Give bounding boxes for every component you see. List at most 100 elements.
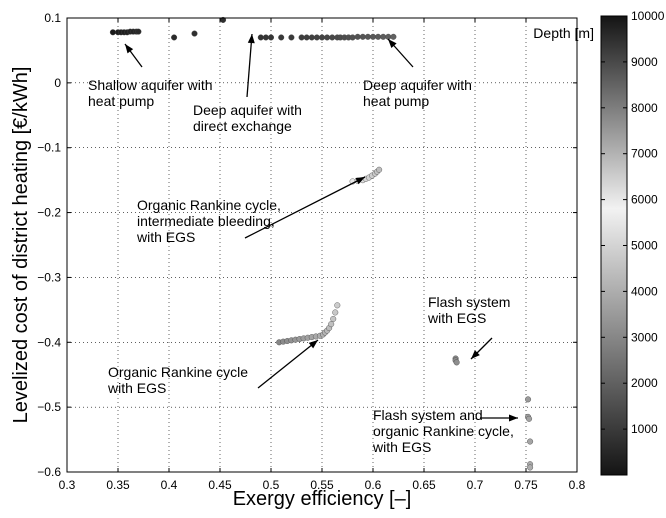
annotation-line: Organic Rankine cycle: [108, 364, 248, 380]
annotation-arrow-head: [247, 34, 255, 44]
x-tick-label: 0.35: [106, 478, 130, 492]
data-point-group-1: [135, 28, 142, 35]
annotation-label: Shallow aquifer with heat pump: [88, 77, 213, 109]
x-tick-label: 0.4: [161, 478, 178, 492]
annotation-line: Deep aquifer with: [363, 77, 472, 93]
x-tick-label: 0.5: [263, 478, 280, 492]
y-tick-label: −0.3: [37, 270, 61, 284]
data-point-group-3: [380, 33, 387, 40]
y-tick-label: −0.6: [37, 465, 61, 479]
y-tick-label: −0.5: [37, 400, 61, 414]
data-point-group-7: [527, 438, 534, 445]
annotation-label: Organic Rankine cycle, intermediate bleed…: [136, 197, 281, 245]
annotation-arrow-head: [471, 350, 480, 359]
data-point-group-3: [349, 34, 356, 41]
data-point-group-3: [324, 34, 331, 41]
annotation-arrow-shaft: [246, 33, 253, 98]
data-point-group-4: [376, 166, 383, 173]
annotation-arrow-head: [355, 177, 365, 185]
data-point-group-3: [268, 34, 275, 41]
annotation-line: with EGS: [107, 380, 166, 396]
annotation-arrow-head: [388, 39, 397, 49]
data-point-group-3: [370, 33, 377, 40]
data-point-group-3: [359, 33, 366, 40]
x-tick-label: 0.75: [514, 478, 538, 492]
data-point-group-5: [334, 302, 341, 309]
data-point-group-3: [288, 34, 295, 41]
data-point-group-3: [354, 33, 361, 40]
y-tick-label: 0: [54, 76, 61, 90]
data-point-group-6: [453, 359, 460, 366]
data-point-group-5: [330, 315, 337, 322]
data-point-group-3: [298, 34, 305, 41]
colorbar-tick-label: 7000: [631, 147, 658, 161]
annotation-line: heat pump: [88, 93, 154, 109]
annotation-line: intermediate bleeding,: [137, 213, 275, 229]
x-tick-label: 0.3: [59, 478, 76, 492]
annotation-line: with EGS: [372, 439, 431, 455]
annotation-arrow-head: [125, 44, 134, 54]
colorbar-tick-label: 3000: [631, 330, 658, 344]
data-point-group-3: [375, 33, 382, 40]
y-axis-title: Levelized cost of district heating [€/kW…: [10, 67, 32, 424]
colorbar-tick-label: 6000: [631, 193, 658, 207]
annotation-arrow-shaft: [244, 176, 366, 239]
x-tick-label: 0.55: [310, 478, 334, 492]
colorbar-ticks: 1000 2000 3000 4000 5000 6000 7000 8000 9000 1000…: [601, 9, 665, 436]
data-point-group-3: [313, 34, 320, 41]
data-point-group-3: [191, 30, 198, 37]
colorbar-tick-label: 1000: [631, 422, 658, 436]
data-point-group-1: [109, 29, 116, 36]
annotation-line: Shallow aquifer with: [88, 77, 213, 93]
data-point-group-3: [171, 34, 178, 41]
y-tick-label: −0.1: [37, 141, 61, 155]
y-tick-label: −0.2: [37, 206, 61, 220]
data-point-group-7: [525, 396, 532, 403]
x-tick-label: 0.8: [569, 478, 586, 492]
colorbar: [600, 15, 628, 476]
data-point-group-5: [332, 309, 339, 316]
y-tick-label: 0.1: [44, 11, 61, 25]
annotation-line: Deep aquifer with: [193, 102, 302, 118]
data-point-group-5: [328, 321, 335, 328]
data-point-group-3: [364, 33, 371, 40]
axis-ticks: 0.3 0.35 0.4 0.45 0.5 0.55 0.6 0.65 0.7 0.75 0.8 0.…: [37, 11, 585, 492]
y-tick-label: −0.4: [37, 335, 61, 349]
annotation-line: Organic Rankine cycle,: [137, 197, 281, 213]
data-point-group-3: [257, 34, 264, 41]
colorbar-title: Depth [m]: [533, 25, 594, 41]
annotation-line: Flash system and: [373, 407, 483, 423]
colorbar-tick-label: 4000: [631, 284, 658, 298]
annotation-label: Flash system with EGS: [427, 294, 510, 326]
x-tick-label: 0.6: [365, 478, 382, 492]
x-tick-label: 0.45: [208, 478, 232, 492]
annotation-label: Deep aquifer with heat pump: [363, 77, 472, 109]
data-point-group-7: [527, 464, 534, 471]
annotation-arrow-head: [308, 340, 318, 349]
annotation-arrow-head: [509, 414, 518, 422]
annotation-arrows: [124, 33, 518, 422]
annotation-line: organic Rankine cycle,: [373, 423, 514, 439]
annotation-line: direct exchange: [193, 118, 292, 134]
colorbar-tick-label: 9000: [631, 55, 658, 69]
data-point-group-3: [329, 34, 336, 41]
annotation-label: Flash system and organic Rankine cycle, wi…: [372, 407, 514, 455]
colorbar-tick-label: 2000: [631, 376, 658, 390]
data-point-group-3: [390, 33, 397, 40]
x-axis-title: Exergy efficiency [–]: [233, 488, 412, 510]
colorbar-tick-label: 8000: [631, 101, 658, 115]
x-tick-label: 0.65: [412, 478, 436, 492]
annotation-line: heat pump: [363, 93, 429, 109]
colorbar-tick-label: 10000: [631, 9, 665, 23]
colorbar-tick-label: 5000: [631, 239, 658, 253]
annotation-line: with EGS: [427, 310, 486, 326]
x-tick-label: 0.7: [467, 478, 484, 492]
data-point-group-3: [262, 34, 269, 41]
data-point-group-3: [303, 34, 310, 41]
data-point-group-3: [308, 34, 315, 41]
annotation-label: Deep aquifer with direct exchange: [193, 102, 302, 134]
annotation-line: with EGS: [136, 229, 195, 245]
